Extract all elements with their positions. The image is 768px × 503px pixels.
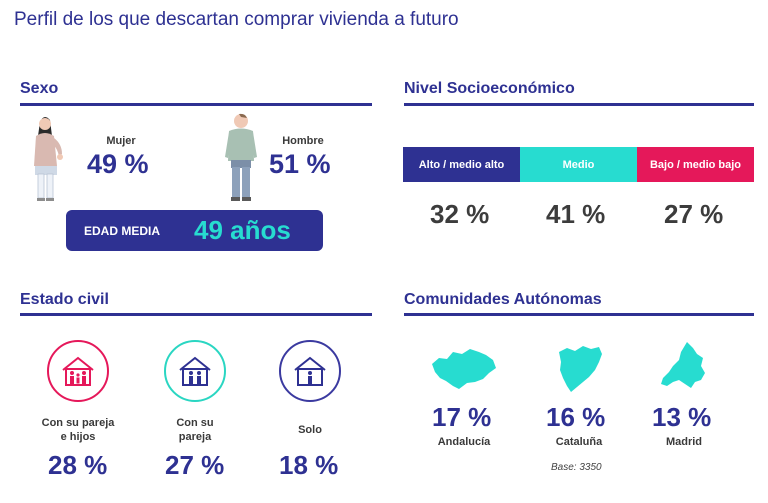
civil-rule <box>20 313 372 316</box>
civil-value-solo: 18 % <box>279 450 339 480</box>
andalucia-value: 17 % <box>432 402 492 432</box>
page-title: Perfil de los que descartan comprar vivi… <box>14 9 459 30</box>
andalucia-label: Andalucía <box>437 436 491 448</box>
cataluna-map-icon <box>559 346 602 392</box>
cataluna-label: Cataluña <box>555 436 603 448</box>
nse-bar-bajo: Bajo / medio bajo <box>637 147 754 182</box>
woman-figure-icon <box>34 116 63 201</box>
ccaa-rule <box>404 313 754 316</box>
sexo-rule <box>20 103 372 106</box>
hombre-value: 51 % <box>269 149 331 179</box>
nse-value-alto: 32 % <box>430 199 490 229</box>
cataluna-value: 16 % <box>546 402 606 432</box>
edad-media-box: EDAD MEDIA 49 años <box>66 210 323 251</box>
civil-label-pareja: Con su pareja <box>176 417 214 443</box>
nse-value-bajo: 27 % <box>664 199 724 229</box>
civil-label-solo: Solo <box>298 424 322 436</box>
madrid-label: Madrid <box>665 436 703 448</box>
civil-label-familia: Con su pareja e hijos <box>41 417 115 443</box>
family-house-icon <box>47 340 109 402</box>
civil-title: Estado civil <box>20 291 109 308</box>
hombre-label: Hombre <box>282 135 324 147</box>
andalucia-map-icon <box>432 349 496 389</box>
mujer-label: Mujer <box>106 135 136 147</box>
nse-rule <box>404 103 754 106</box>
madrid-value: 13 % <box>652 402 712 432</box>
civil-value-pareja: 27 % <box>165 450 225 480</box>
base-note: Base: 3350 <box>551 462 602 473</box>
sexo-title: Sexo <box>20 80 59 97</box>
madrid-map-icon <box>661 342 705 388</box>
man-figure-icon <box>225 113 257 201</box>
edad-media-value: 49 años <box>194 215 291 245</box>
nse-value-medio: 41 % <box>546 199 606 229</box>
nse-bar-alto: Alto / medio alto <box>403 147 520 182</box>
nse-bar-medio: Medio <box>520 147 637 182</box>
civil-value-familia: 28 % <box>48 450 108 480</box>
edad-media-label: EDAD MEDIA <box>84 224 161 238</box>
mujer-value: 49 % <box>87 149 149 179</box>
ccaa-title: Comunidades Autónomas <box>404 291 602 308</box>
couple-house-icon <box>164 340 226 402</box>
single-house-icon <box>279 340 341 402</box>
nse-title: Nivel Socioeconómico <box>404 80 575 97</box>
